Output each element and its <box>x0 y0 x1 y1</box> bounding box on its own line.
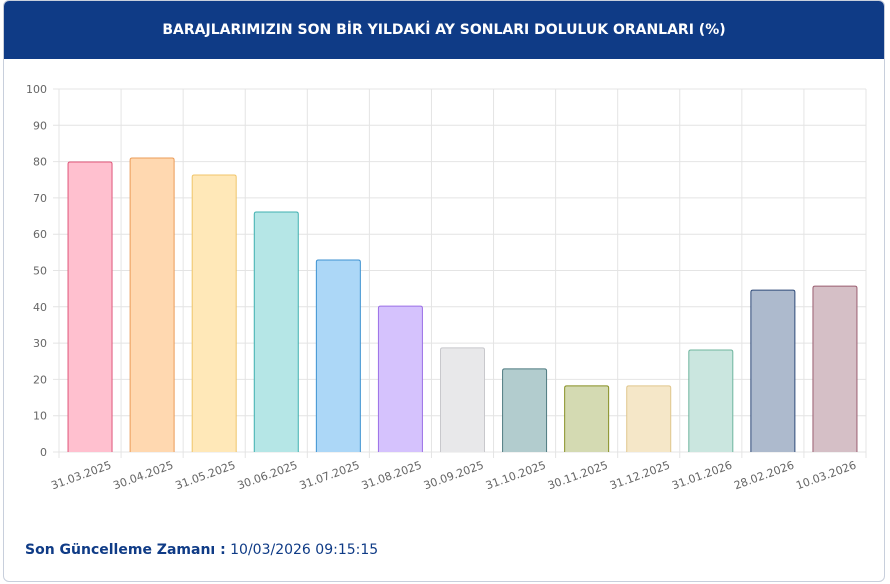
x-tick-label: 31.07.2025 <box>298 459 362 493</box>
bar <box>67 161 113 452</box>
card: BARAJLARIMIZIN SON BİR YILDAKİ AY SONLAR… <box>3 0 885 582</box>
x-tick-label: 31.08.2025 <box>360 459 424 493</box>
x-tick-label: 30.04.2025 <box>112 459 176 493</box>
footer-value: 10/03/2026 09:15:15 <box>230 542 379 558</box>
bar <box>377 305 423 452</box>
bar <box>688 349 734 452</box>
y-tick-label: 80 <box>33 156 47 169</box>
y-tick-label: 20 <box>33 373 47 386</box>
x-tick-label: 31.12.2025 <box>608 459 672 493</box>
y-tick-label: 90 <box>33 119 47 132</box>
x-tick-label: 28.02.2026 <box>732 459 796 493</box>
footer-label: Son Güncelleme Zamanı : <box>25 542 226 558</box>
footer: Son Güncelleme Zamanı : 10/03/2026 09:15… <box>25 542 378 558</box>
bar <box>502 368 548 452</box>
y-tick-label: 10 <box>33 410 47 423</box>
bar <box>129 157 175 452</box>
y-tick-label: 30 <box>33 337 47 350</box>
y-tick-label: 40 <box>33 301 47 314</box>
x-tick-label: 30.11.2025 <box>546 459 610 493</box>
x-tick-label: 31.03.2025 <box>49 459 113 493</box>
bar <box>315 259 361 452</box>
y-tick-label: 50 <box>33 265 47 278</box>
y-tick-label: 70 <box>33 192 47 205</box>
y-tick-label: 0 <box>40 446 47 459</box>
x-tick-label: 31.05.2025 <box>174 459 238 493</box>
x-tick-label: 30.09.2025 <box>422 459 486 493</box>
bar <box>626 385 672 452</box>
y-tick-label: 100 <box>26 83 47 96</box>
bar <box>812 285 858 452</box>
x-tick-label: 30.06.2025 <box>236 459 300 493</box>
chart-title: BARAJLARIMIZIN SON BİR YILDAKİ AY SONLAR… <box>4 1 884 59</box>
bar <box>440 347 485 452</box>
y-tick-label: 60 <box>33 228 47 241</box>
bar <box>564 385 610 452</box>
x-tick-label: 10.03.2026 <box>794 459 858 493</box>
bar <box>750 289 796 452</box>
x-tick-label: 31.01.2026 <box>670 459 734 493</box>
bar <box>253 211 299 452</box>
x-tick-label: 31.10.2025 <box>484 459 548 493</box>
bar <box>191 174 237 452</box>
